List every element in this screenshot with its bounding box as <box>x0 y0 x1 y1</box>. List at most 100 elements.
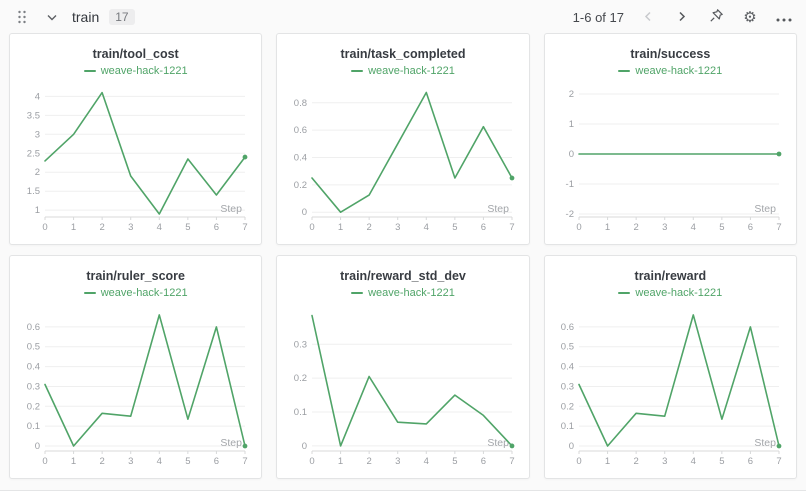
x-tick-label: 2 <box>99 222 104 233</box>
x-tick-label: 6 <box>213 456 218 467</box>
x-tick-label: 4 <box>156 456 161 467</box>
pin-button[interactable] <box>706 7 726 27</box>
legend-swatch-icon <box>351 70 364 72</box>
legend-item[interactable]: weave-hack-1221 <box>83 287 188 299</box>
y-tick-label: 0.6 <box>561 322 574 333</box>
legend-swatch-icon <box>351 292 364 294</box>
x-tick-label: 5 <box>720 222 725 233</box>
y-tick-label: 0.3 <box>294 339 307 350</box>
x-tick-label: 1 <box>605 222 610 233</box>
chart-title: train/ruler_score <box>86 269 185 283</box>
chart-panel-train-reward[interactable]: train/reward weave-hack-1221 0 0.1 0.2 0.3 0… <box>543 255 797 479</box>
drag-handle-icon[interactable] <box>12 7 32 27</box>
chart-panel-train-tool-cost[interactable]: train/tool_cost weave-hack-1221 1 1.5 2 2.5… <box>9 33 263 245</box>
y-tick-label: 2 <box>34 167 39 178</box>
x-tick-label: 0 <box>577 222 582 233</box>
legend-item[interactable]: weave-hack-1221 <box>351 287 455 299</box>
panel-grid: train/tool_cost weave-hack-1221 1 1.5 2 2.5… <box>0 32 806 479</box>
legend-label: weave-hack-1221 <box>635 287 723 299</box>
prev-page-button[interactable] <box>638 7 658 27</box>
x-tick-label: 5 <box>720 456 725 467</box>
legend-swatch-icon <box>83 70 96 72</box>
x-tick-label: 3 <box>395 222 400 233</box>
x-tick-label: 6 <box>481 456 486 467</box>
legend-item[interactable]: weave-hack-1221 <box>618 65 722 77</box>
y-tick-label: 0.2 <box>26 401 39 412</box>
chart-title: train/reward <box>634 269 707 283</box>
legend-item[interactable]: weave-hack-1221 <box>83 65 188 77</box>
x-tick-label: 1 <box>338 222 343 233</box>
x-tick-label: 1 <box>338 456 343 467</box>
settings-button[interactable]: ⚙ <box>740 7 760 27</box>
y-tick-label: 1 <box>34 205 39 216</box>
ellipsis-icon <box>776 10 792 25</box>
series-line <box>43 91 246 215</box>
x-tick-label: 6 <box>481 222 486 233</box>
x-tick-label: 1 <box>71 456 76 467</box>
legend-item[interactable]: weave-hack-1221 <box>351 65 455 77</box>
y-tick-label: 0.2 <box>294 180 307 191</box>
section-collapse-chevron-icon[interactable] <box>42 7 62 27</box>
chart-panel-train-ruler-score[interactable]: train/ruler_score weave-hack-1221 0 0.1 0.… <box>9 255 263 479</box>
chart-panel-train-success[interactable]: train/success weave-hack-1221 -2 -1 0 1 2 0 1 2… <box>543 33 797 245</box>
x-tick-label: 5 <box>185 456 190 467</box>
section-title[interactable]: train <box>72 9 100 25</box>
x-axis-label: Step <box>755 203 777 215</box>
y-tick-label: 0 <box>302 207 307 218</box>
y-tick-label: 0 <box>569 149 574 160</box>
y-tick-label: -1 <box>566 179 574 190</box>
next-page-button[interactable] <box>672 7 692 27</box>
chart-title: train/reward_std_dev <box>340 269 466 283</box>
x-tick-label: 2 <box>634 456 639 467</box>
y-tick-label: 0.5 <box>561 342 574 353</box>
x-tick-label: 4 <box>424 456 429 467</box>
y-tick-label: 0.1 <box>26 421 39 432</box>
x-axis-label: Step <box>755 437 777 449</box>
y-tick-label: 2.5 <box>26 148 39 159</box>
last-point-marker <box>242 443 248 449</box>
y-tick-label: 0.1 <box>294 407 307 418</box>
x-axis-label: Step <box>487 437 509 449</box>
y-tick-label: 0.2 <box>294 373 307 384</box>
legend-label: weave-hack-1221 <box>368 65 455 77</box>
legend-label: weave-hack-1221 <box>635 65 723 77</box>
y-tick-label: 4 <box>34 91 39 102</box>
chart-panel-train-task-completed[interactable]: train/task_completed weave-hack-1221 0 0.… <box>276 33 530 245</box>
y-tick-label: 0.5 <box>26 342 39 353</box>
y-tick-label: 0.1 <box>561 421 574 432</box>
y-tick-label: 0 <box>302 441 307 452</box>
chart-panel-train-reward-std-dev[interactable]: train/reward_std_dev weave-hack-1221 0 0.… <box>276 255 530 479</box>
y-tick-label: 3 <box>34 129 39 140</box>
chevron-left-icon <box>644 10 652 25</box>
x-tick-label: 2 <box>634 222 639 233</box>
series-line <box>43 314 246 447</box>
x-tick-label: 2 <box>99 456 104 467</box>
last-point-marker <box>509 443 515 449</box>
x-tick-label: 3 <box>662 222 667 233</box>
y-tick-label: 1 <box>569 119 574 130</box>
section-divider <box>0 490 806 491</box>
legend-label: weave-hack-1221 <box>100 65 188 77</box>
x-tick-label: 5 <box>185 222 190 233</box>
more-options-button[interactable] <box>774 7 794 27</box>
last-point-marker <box>776 443 782 449</box>
legend-item[interactable]: weave-hack-1221 <box>618 287 722 299</box>
series-line <box>311 91 513 213</box>
y-tick-label: 0.3 <box>26 381 39 392</box>
chart-title: train/tool_cost <box>92 47 179 61</box>
pagination-label: 1-6 of 17 <box>572 9 624 25</box>
y-tick-label: 0 <box>569 441 574 452</box>
legend-swatch-icon <box>83 292 96 294</box>
x-tick-label: 4 <box>691 222 696 233</box>
x-tick-label: 7 <box>509 456 514 467</box>
x-axis-label: Step <box>487 203 509 215</box>
y-tick-label: 0.6 <box>26 322 39 333</box>
footer-space <box>0 491 806 498</box>
gear-icon: ⚙ <box>743 8 757 26</box>
